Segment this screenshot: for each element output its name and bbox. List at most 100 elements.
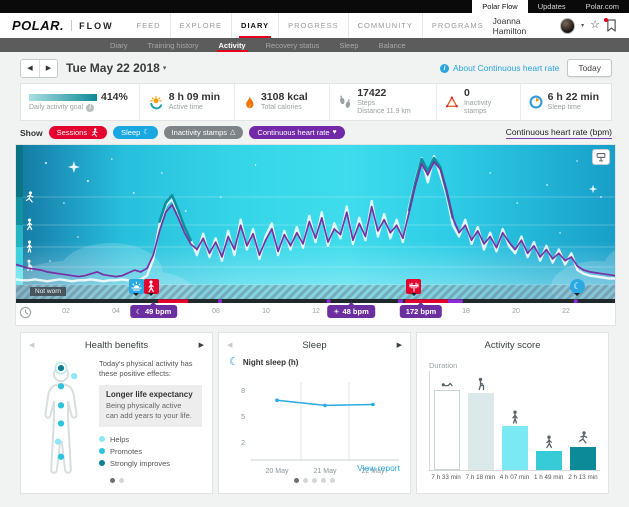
stat-calories: 3108 kcal Total calories <box>233 84 329 120</box>
nav-item-diary[interactable]: DIARY <box>231 13 278 38</box>
score-column-sitting <box>464 377 498 470</box>
steps-label: Steps <box>357 99 376 107</box>
current-date[interactable]: Tue May 22 2018 <box>66 61 160 75</box>
site-tab-polar-com[interactable]: Polar.com <box>576 0 629 13</box>
nav-item-explore[interactable]: EXPLORE <box>169 13 231 38</box>
about-continuous-hr-link[interactable]: i About Continuous heart rate <box>439 63 560 73</box>
main-header: POLAR. FLOW FEED EXPLORE DIARY PROGRESS … <box>0 13 629 38</box>
health-highlight-box: Longer life expectancy Being physically … <box>99 385 202 427</box>
pagination-dot[interactable] <box>321 478 326 483</box>
nav-item-progress[interactable]: PROGRESS <box>278 13 348 38</box>
pill-label: Sleep <box>121 128 141 137</box>
top-site-bar: Polar Flow Updates Polar.com <box>0 0 629 13</box>
pagination-dot[interactable] <box>294 478 299 483</box>
info-icon[interactable]: i <box>86 104 95 113</box>
favorites-star-icon[interactable]: ☆ <box>590 19 600 31</box>
duration-label: 7 h 18 min <box>465 474 495 481</box>
axis-hour-label: 04 <box>112 308 120 315</box>
date-dropdown-caret[interactable]: ▾ <box>162 65 167 72</box>
svg-text:5: 5 <box>241 414 245 421</box>
calories-label: Total calories <box>260 103 302 111</box>
site-tab-polar-flow[interactable]: Polar Flow <box>472 0 528 13</box>
sunrise-marker-icon[interactable] <box>128 279 144 296</box>
pagination-dot[interactable] <box>312 478 317 483</box>
user-name[interactable]: Joanna Hamilton <box>492 15 527 36</box>
activity-score-chart <box>429 371 600 471</box>
view-report-link[interactable]: View report <box>357 463 400 473</box>
filter-pill-sleep[interactable]: Sleep ☾ <box>113 126 158 139</box>
health-legend: Helps Promotes Strongly improves <box>99 435 202 468</box>
highlight-title: Longer life expectancy <box>106 390 193 400</box>
site-tab-updates[interactable]: Updates <box>528 0 576 13</box>
score-duration-labels: 7 h 33 min 7 h 18 min 4 h 07 min 1 h 49 … <box>429 474 600 481</box>
moon-marker-icon[interactable]: ☾ <box>569 279 585 296</box>
subnav-recovery-status[interactable]: Recovery status <box>256 38 330 52</box>
subnav-diary[interactable]: Diary <box>100 38 138 52</box>
distance-label: Distance 11.9 km <box>357 108 411 116</box>
filter-pill-inactivity-stamps[interactable]: Inactivity stamps △ <box>163 126 244 139</box>
runner-icon <box>90 128 99 138</box>
duration-label: 1 h 49 min <box>534 474 564 481</box>
moon-icon: ☾ <box>229 356 239 368</box>
today-button[interactable]: Today <box>567 59 612 77</box>
pagination-dot[interactable] <box>330 478 335 483</box>
not-worn-band <box>16 285 615 299</box>
nav-item-feed[interactable]: FEED <box>128 13 170 38</box>
filter-pill-continuous-hr[interactable]: Continuous heart rate ♥ <box>249 126 345 139</box>
hr-chart-canvas[interactable] <box>16 145 615 303</box>
stat-inactivity: 0 Inactivity stamps <box>436 84 520 120</box>
pill-label: Inactivity stamps <box>171 128 228 137</box>
panel-prev-arrow[interactable]: ◀ <box>21 341 42 349</box>
chart-filter-row: Show Sessions Sleep ☾ Inactivity stamps … <box>20 126 612 139</box>
polar-logo[interactable]: POLAR. <box>12 18 65 33</box>
chevron-down-icon[interactable]: ▾ <box>581 23 585 29</box>
pagination-dot[interactable] <box>109 478 115 483</box>
axis-hour-label: 22 <box>562 308 570 315</box>
heart-icon: ♥ <box>332 129 337 136</box>
subnav-training-history[interactable]: Training history <box>138 38 209 52</box>
axis-hour-label: 20 <box>512 308 520 315</box>
avatar[interactable] <box>559 17 576 34</box>
subnav-sleep[interactable]: Sleep <box>329 38 368 52</box>
strength-marker-icon[interactable] <box>406 279 421 296</box>
pagination-dot[interactable] <box>303 478 308 483</box>
chart-metric-selector[interactable]: Continuous heart rate (bpm) <box>505 126 612 139</box>
axis-hour-label: 18 <box>462 308 470 315</box>
running-icon <box>577 431 589 445</box>
diary-subnav: Diary Training history Activity Recovery… <box>0 38 629 52</box>
previous-day-button[interactable]: ◀ <box>21 59 39 77</box>
panel-prev-arrow[interactable]: ◀ <box>219 341 240 349</box>
sleep-pagination <box>219 470 410 488</box>
svg-text:2: 2 <box>241 440 245 447</box>
inactivity-triangle-icon <box>446 96 459 108</box>
notifications-bookmark-icon[interactable] <box>604 18 617 32</box>
duration-label: 2 h 13 min <box>568 474 598 481</box>
next-day-button[interactable]: ▶ <box>39 59 57 77</box>
active-time-value: 8 h 09 min <box>168 91 221 104</box>
notification-dot <box>604 18 608 22</box>
subnav-activity[interactable]: Activity <box>209 38 256 52</box>
sleep-time-value: 6 h 22 min <box>547 91 600 104</box>
pagination-dot[interactable] <box>118 478 124 483</box>
body-figure <box>44 361 78 474</box>
logo-divider <box>71 20 73 31</box>
subnav-balance[interactable]: Balance <box>369 38 416 52</box>
chart-annotation-button[interactable] <box>592 149 610 165</box>
triangle-icon: △ <box>230 129 236 136</box>
filter-pill-sessions[interactable]: Sessions <box>48 126 108 139</box>
nav-item-community[interactable]: COMMUNITY <box>347 13 422 38</box>
activity-goal-progress-bar <box>29 94 97 102</box>
hr-badge: 172 bpm <box>399 302 443 318</box>
walk-marker-icon[interactable] <box>143 279 159 296</box>
axis-hour-label: 10 <box>262 308 270 315</box>
axis-hour-label: 12 <box>312 308 320 315</box>
score-column-standing <box>498 410 532 470</box>
continuous-hr-chart[interactable]: Not worn ☾ <box>16 145 615 303</box>
about-link-label: About Continuous heart rate <box>452 63 560 73</box>
activity-goal-value: 414% <box>101 91 128 104</box>
panel-next-arrow[interactable]: ▶ <box>191 341 212 349</box>
polar-flow-app: Polar Flow Updates Polar.com POLAR. FLOW… <box>0 0 629 494</box>
nav-item-programs[interactable]: PROGRAMS <box>421 13 493 38</box>
hr-badge: ☾ 49 bpm <box>129 302 178 318</box>
panel-next-arrow[interactable]: ▶ <box>389 341 410 349</box>
